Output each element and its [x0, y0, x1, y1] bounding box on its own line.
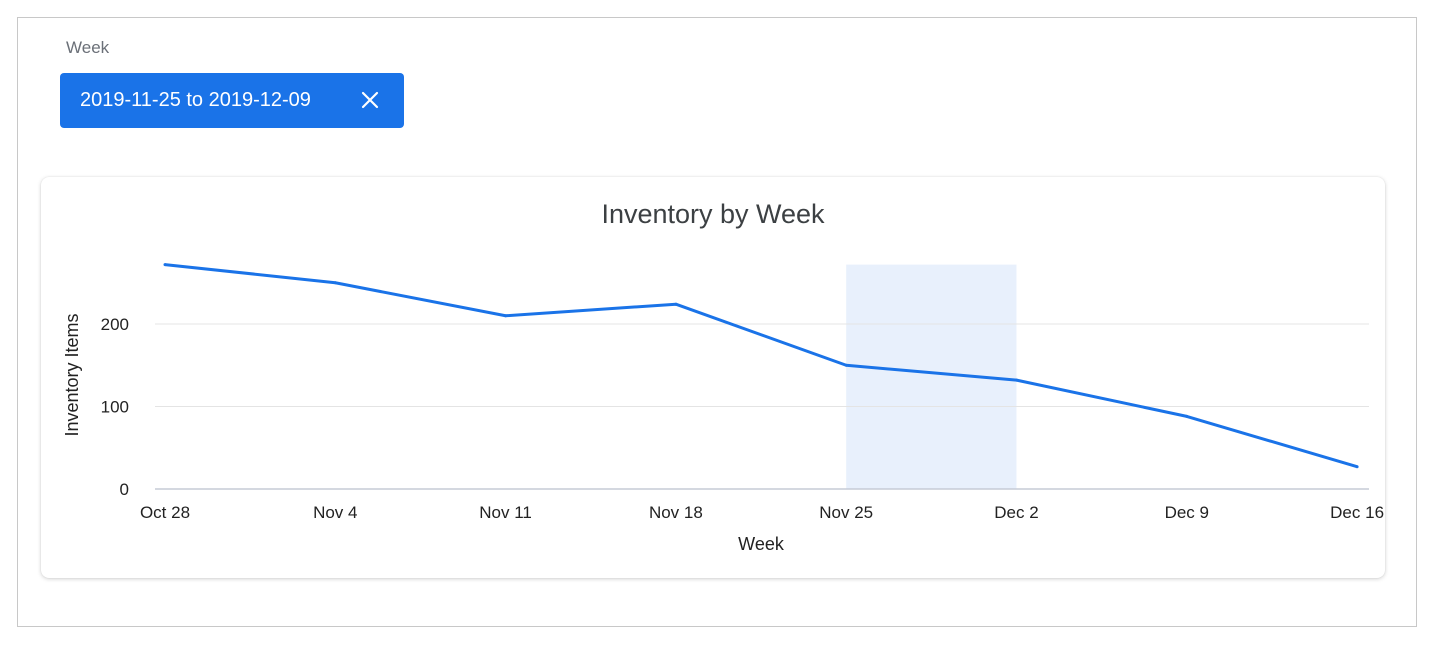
chip-text: 2019-11-25 to 2019-12-09: [80, 89, 311, 111]
line-chart: Oct 28 Nov 4 Nov 11 Nov 18 Nov 25 Dec 2 Dec 9 D…: [62, 199, 1384, 554]
chart-card: Oct 28 Nov 4 Nov 11 Nov 18 Nov 25 Dec 2 Dec 9 D…: [41, 177, 1385, 578]
filter-label: Week: [66, 38, 110, 57]
y-tick-label: 0: [120, 480, 129, 499]
data-point[interactable]: [674, 302, 678, 306]
x-tick-label: Nov 25: [819, 503, 873, 522]
x-tick-label: Nov 18: [649, 503, 703, 522]
data-point[interactable]: [333, 281, 337, 285]
x-tick-label: Dec 9: [1165, 503, 1209, 522]
x-axis-label: Week: [738, 534, 785, 554]
y-tick-label: 100: [101, 398, 129, 417]
data-point[interactable]: [163, 263, 167, 267]
x-tick-label: Oct 28: [140, 503, 190, 522]
data-point[interactable]: [1355, 465, 1359, 469]
y-tick-label: 200: [101, 315, 129, 334]
y-axis-label: Inventory Items: [62, 313, 82, 436]
x-tick-label: Nov 11: [479, 503, 532, 522]
close-icon[interactable]: [357, 87, 383, 113]
data-point[interactable]: [1015, 378, 1018, 382]
data-point[interactable]: [844, 363, 848, 367]
x-tick-label: Dec 16: [1330, 503, 1384, 522]
x-tick-label: Dec 2: [994, 503, 1038, 522]
week-filter-chip[interactable]: 2019-11-25 to 2019-12-09: [60, 73, 404, 128]
data-point[interactable]: [504, 314, 508, 318]
chart-title: Inventory by Week: [601, 199, 825, 229]
data-point[interactable]: [1185, 414, 1189, 418]
series-line: [164, 263, 1358, 469]
x-tick-label: Nov 4: [313, 503, 357, 522]
